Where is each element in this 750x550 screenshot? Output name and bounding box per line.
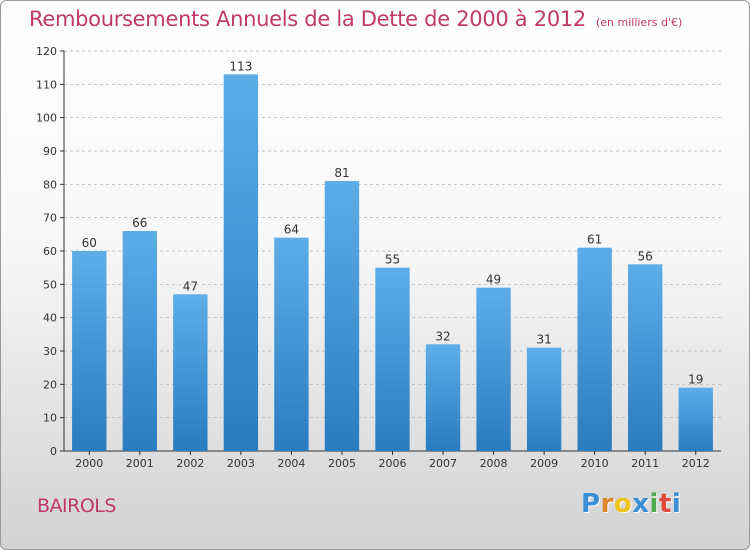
x-tick-label-2007: 2007	[429, 457, 457, 470]
x-tick-label-2000: 2000	[75, 457, 103, 470]
x-tick-label-2010: 2010	[581, 457, 609, 470]
x-tick-label-2009: 2009	[530, 457, 558, 470]
x-tick-label-2004: 2004	[277, 457, 305, 470]
y-tick-label-50: 50	[43, 278, 57, 291]
bar-2004	[274, 237, 309, 451]
data-label-2003: 113	[229, 59, 252, 73]
data-label-2007: 32	[435, 329, 450, 343]
x-tick-label-2003: 2003	[227, 457, 255, 470]
y-tick-label-30: 30	[43, 345, 57, 358]
y-tick-label-20: 20	[43, 378, 57, 391]
chart-subtitle: (en milliers d'€)	[596, 16, 683, 29]
x-tick-label-2005: 2005	[328, 457, 356, 470]
data-label-2008: 49	[486, 273, 501, 287]
logo-letter: t	[658, 489, 672, 519]
y-tick-label-10: 10	[43, 412, 57, 425]
y-tick-label-100: 100	[36, 112, 57, 125]
bar-2003	[223, 74, 259, 451]
data-label-2004: 64	[284, 223, 299, 237]
bar-2005	[324, 181, 360, 451]
bar-2001	[122, 231, 157, 451]
commune-name: BAIROLS	[37, 495, 116, 517]
chart-title: Remboursements Annuels de la Dette de 20…	[29, 7, 682, 31]
x-tick-label-2012: 2012	[682, 457, 710, 470]
y-tick-label-80: 80	[43, 178, 57, 191]
y-tick-label-110: 110	[36, 78, 57, 91]
y-tick-label-120: 120	[36, 45, 57, 58]
y-tick-label-90: 90	[43, 145, 57, 158]
bar-2002	[173, 294, 208, 451]
bar-2009	[526, 347, 562, 451]
data-label-2001: 66	[132, 216, 147, 230]
logo-letter: o	[613, 489, 633, 519]
data-label-2005: 81	[334, 166, 349, 180]
bar-2008	[476, 287, 511, 451]
bar-2010	[577, 247, 612, 451]
logo-letter: i	[671, 489, 682, 519]
bar-2007	[425, 344, 461, 451]
x-tick-label-2008: 2008	[480, 457, 508, 470]
data-label-2000: 60	[82, 236, 97, 250]
data-label-2009: 31	[536, 333, 551, 347]
y-tick-label-60: 60	[43, 245, 57, 258]
bar-2000	[72, 251, 107, 451]
logo-letter: x	[632, 489, 650, 519]
x-tick-label-2001: 2001	[126, 457, 154, 470]
proxiti-logo: Proxiti	[581, 489, 681, 519]
y-tick-label-0: 0	[50, 445, 57, 458]
data-label-2006: 55	[385, 253, 400, 267]
bars	[72, 74, 713, 451]
logo-letter: i	[649, 489, 659, 519]
x-tick-label-2002: 2002	[176, 457, 204, 470]
y-tick-label-70: 70	[43, 212, 57, 225]
x-tick-label-2011: 2011	[631, 457, 659, 470]
labels: 2000 60 2001 66 2002 47 2003 113 2004 64 2005 81 200…	[75, 59, 709, 470]
data-label-2012: 19	[688, 373, 703, 387]
logo-letter: r	[600, 489, 614, 519]
bar-2011	[628, 264, 663, 451]
data-label-2002: 47	[183, 279, 198, 293]
x-tick-label-2006: 2006	[379, 457, 407, 470]
logo-letter: P	[581, 489, 601, 519]
data-label-2011: 56	[638, 249, 653, 263]
bar-2012	[678, 387, 713, 451]
bar-2006	[375, 267, 410, 451]
chart-title-text: Remboursements Annuels de la Dette de 20…	[29, 7, 586, 31]
y-tick-label-40: 40	[43, 312, 57, 325]
data-label-2010: 61	[587, 233, 602, 247]
